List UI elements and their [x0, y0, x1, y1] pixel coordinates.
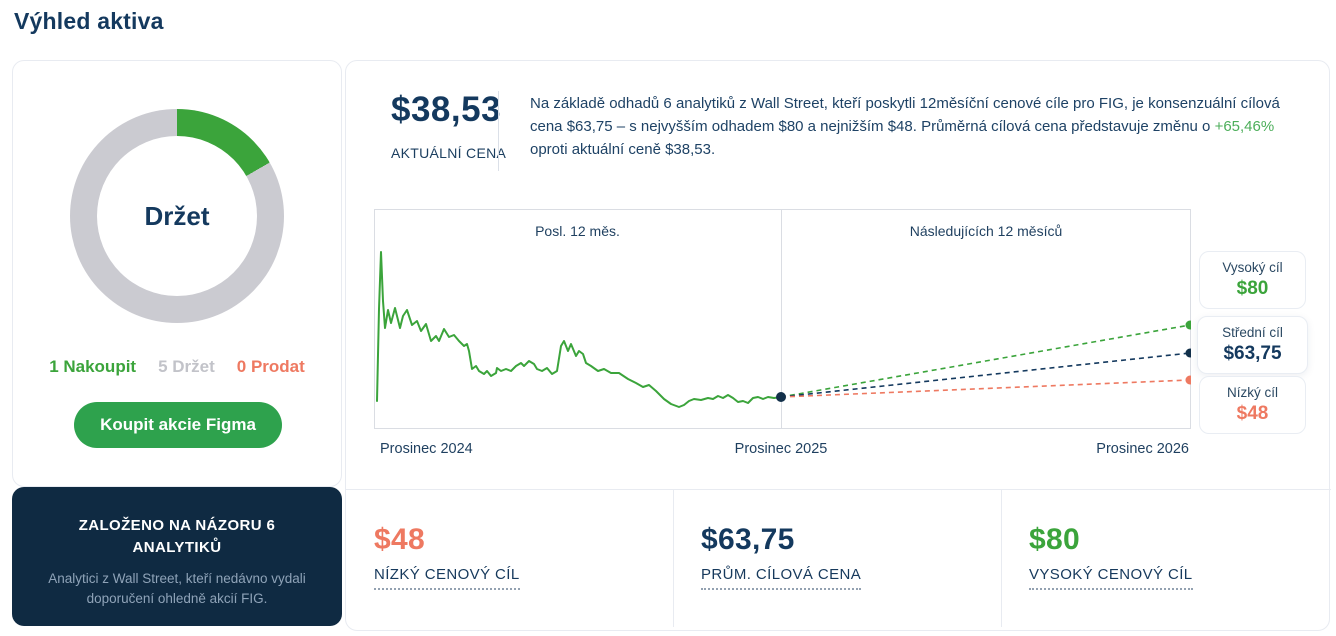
high-price-target-stat: $80 VYSOKÝ CENOVÝ CÍL: [1001, 489, 1331, 631]
chart-frame: [374, 209, 1191, 429]
x-tick-december-2026: Prosinec 2026: [1096, 441, 1189, 457]
mid-target-value: $63,75: [1223, 343, 1282, 364]
rating-donut-label: Držet: [144, 200, 210, 231]
rating-donut-chart: Držet: [70, 109, 284, 323]
current-price-label: AKTUÁLNÍ CENA: [391, 145, 507, 161]
low-price-target-value: $48: [374, 523, 425, 556]
summary-change-percent: +65,46%: [1214, 117, 1275, 135]
high-target-dot: [1185, 320, 1191, 330]
analysts-panel: ZALOŽENO NA NÁZORU 6 ANALYTIKŮ Analytici…: [12, 487, 342, 626]
stats-cell-divider: [673, 489, 674, 627]
high-target-value: $80: [1236, 278, 1269, 299]
low-target-dot: [1185, 375, 1191, 385]
current-price-dot: [776, 392, 786, 402]
x-tick-december-2025: Prosinec 2025: [734, 441, 828, 457]
price-summary-divider: [498, 91, 499, 171]
stats-cell-divider: [1001, 489, 1002, 627]
projection-line-mid: [780, 352, 1191, 398]
average-price-target-value: $63,75: [701, 523, 795, 556]
forecast-summary: Na základě odhadů 6 analytiků z Wall Str…: [530, 93, 1282, 161]
mid-target-box: Střední cíl $63,75: [1197, 316, 1308, 374]
chart-period-future-label: Následujících 12 měsíců: [909, 223, 1063, 239]
hold-count-label: 5 Držet: [158, 357, 215, 376]
summary-text-before: Na základě odhadů 6 analytiků z Wall Str…: [530, 95, 1280, 135]
analyst-rating-card: Držet 1 Nakoupit 5 Držet 0 Prodat Koupit…: [12, 60, 342, 487]
summary-text-after: oproti aktuální ceně $38,53.: [530, 140, 716, 158]
price-history-line: [376, 251, 782, 408]
buy-count-label: 1 Nakoupit: [49, 357, 137, 376]
average-price-target-stat: $63,75 PRŮM. CÍLOVÁ CENA: [673, 489, 1001, 631]
buy-stock-button[interactable]: Koupit akcie Figma: [74, 402, 282, 448]
sell-count-label: 0 Prodat: [236, 357, 305, 376]
rating-counts-row: 1 Nakoupit 5 Držet 0 Prodat: [13, 357, 341, 377]
low-price-target-label[interactable]: NÍZKÝ CENOVÝ CÍL: [374, 566, 520, 590]
current-price-value: $38,53: [391, 90, 502, 129]
low-target-label: Nízký cíl: [1226, 385, 1278, 400]
price-chart: Posl. 12 měs. Následujících 12 měsíců Pr…: [374, 209, 1191, 464]
low-target-box: Nízký cíl $48: [1199, 376, 1306, 434]
high-price-target-value: $80: [1029, 523, 1080, 556]
high-target-box: Vysoký cíl $80: [1199, 251, 1306, 309]
projection-line-high: [780, 324, 1191, 398]
high-target-label: Vysoký cíl: [1222, 260, 1283, 275]
average-price-target-label[interactable]: PRŮM. CÍLOVÁ CENA: [701, 566, 862, 590]
analysts-panel-heading: ZALOŽENO NA NÁZORU 6 ANALYTIKŮ: [78, 517, 276, 556]
low-price-target-stat: $48 NÍZKÝ CENOVÝ CÍL: [346, 489, 673, 631]
chart-period-past-label: Posl. 12 měs.: [535, 223, 620, 239]
high-price-target-label[interactable]: VYSOKÝ CENOVÝ CÍL: [1029, 566, 1193, 590]
mid-target-dot: [1185, 348, 1191, 358]
forecast-card: $38,53 AKTUÁLNÍ CENA Na základě odhadů 6…: [345, 60, 1331, 631]
mid-target-label: Střední cíl: [1222, 325, 1283, 340]
low-target-value: $48: [1236, 403, 1269, 424]
price-chart-svg: [374, 209, 1191, 429]
x-tick-december-2024: Prosinec 2024: [380, 441, 473, 457]
page-title: Výhled aktiva: [14, 8, 164, 34]
stats-top-divider: [346, 489, 1331, 490]
projection-line-low: [780, 379, 1191, 398]
analysts-panel-body: Analytici z Wall Street, kteří nedávno v…: [48, 570, 306, 606]
